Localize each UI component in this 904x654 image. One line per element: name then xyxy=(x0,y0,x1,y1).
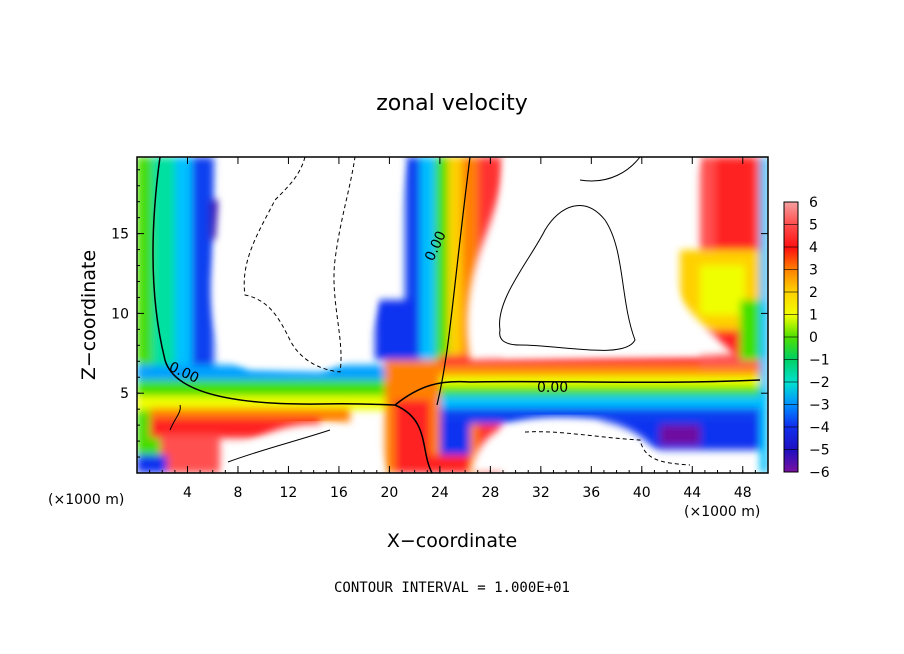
colorbar-tick-label: 5 xyxy=(809,218,818,234)
x-tick-label: 36 xyxy=(582,485,600,501)
colorbar-tick-label: 6 xyxy=(809,195,818,211)
x-tick-label: 20 xyxy=(380,485,398,501)
x-tick-label: 16 xyxy=(330,485,348,501)
x-tick-label: 4 xyxy=(183,485,192,501)
colorbar-tick-label: −2 xyxy=(809,375,830,391)
colorbar-ticks: 6 5 4 3 2 1 0 −1 −2 −3 −4 −5 −6 xyxy=(784,195,830,481)
colorbar-tick-label: −5 xyxy=(809,443,830,459)
x-unit-left: (×1000 m) xyxy=(48,492,124,508)
colorbar-tick-label: −1 xyxy=(809,353,830,369)
colorbar-tick-label: 4 xyxy=(809,240,818,256)
y-axis-label: Z−coordinate xyxy=(78,250,100,380)
y-tick-label: 5 xyxy=(120,386,129,402)
x-tick-label: 24 xyxy=(431,485,449,501)
colorbar-tick-label: 3 xyxy=(809,263,818,279)
colorbar-tick-label: 1 xyxy=(809,308,818,324)
colorbar-tick-label: −4 xyxy=(809,420,830,436)
colorbar-tick-label: −6 xyxy=(809,465,830,481)
x-unit-right: (×1000 m) xyxy=(684,504,760,520)
x-axis: 4 8 12 16 20 24 28 32 36 40 44 48 xyxy=(149,157,756,501)
chart-title: zonal velocity xyxy=(376,91,528,116)
y-tick-label: 10 xyxy=(111,306,129,322)
colorbar-tick-label: 2 xyxy=(809,285,818,301)
contour-label: 0.00 xyxy=(537,380,568,396)
x-tick-label: 12 xyxy=(280,485,298,501)
x-axis-label: X−coordinate xyxy=(387,530,517,552)
x-tick-label: 32 xyxy=(532,485,550,501)
y-axis: 5 10 15 xyxy=(111,169,768,458)
heatmap-field xyxy=(137,157,768,473)
contour-interval-note: CONTOUR INTERVAL = 1.000E+01 xyxy=(334,580,570,596)
x-tick-label: 8 xyxy=(233,485,242,501)
x-tick-label: 28 xyxy=(481,485,499,501)
x-tick-label: 44 xyxy=(683,485,701,501)
x-tick-label: 40 xyxy=(633,485,651,501)
colorbar-tick-label: 0 xyxy=(809,330,818,346)
x-tick-label: 48 xyxy=(734,485,752,501)
colorbar-tick-label: −3 xyxy=(809,398,830,414)
y-tick-label: 15 xyxy=(111,227,129,243)
